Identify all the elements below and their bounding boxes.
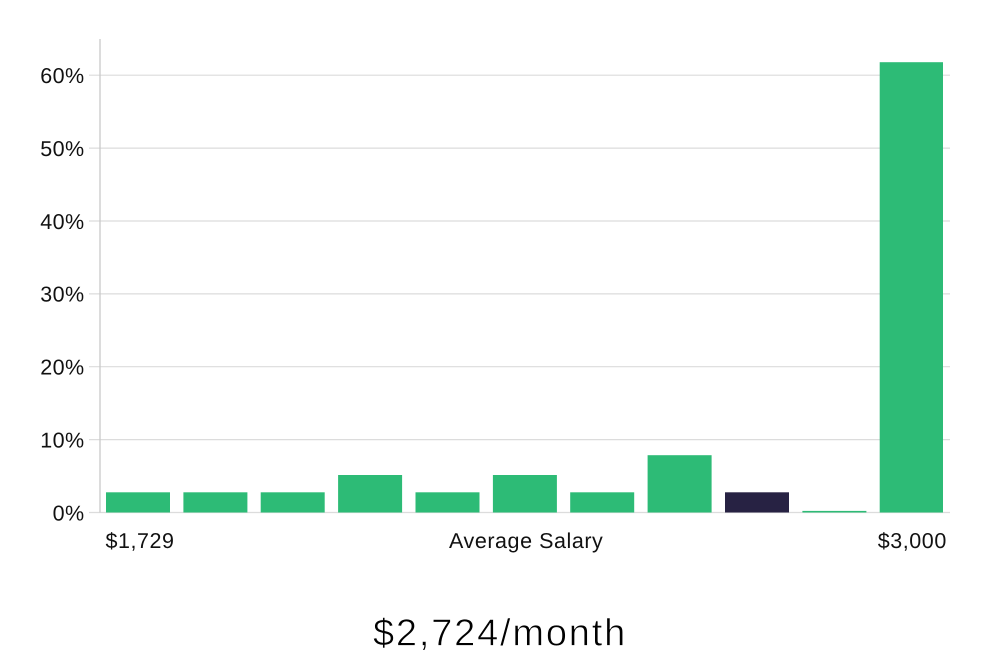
- svg-text:Average Salary: Average Salary: [449, 529, 603, 553]
- svg-text:10%: 10%: [40, 428, 84, 452]
- svg-text:$2,724/month: $2,724/month: [373, 613, 627, 655]
- svg-text:40%: 40%: [40, 210, 84, 234]
- svg-text:$3,000: $3,000: [878, 529, 947, 553]
- svg-text:50%: 50%: [40, 137, 84, 161]
- svg-text:0%: 0%: [53, 501, 85, 525]
- svg-text:20%: 20%: [40, 356, 84, 380]
- svg-text:60%: 60%: [40, 64, 84, 88]
- svg-text:$1,729: $1,729: [105, 529, 174, 553]
- svg-text:30%: 30%: [40, 283, 84, 307]
